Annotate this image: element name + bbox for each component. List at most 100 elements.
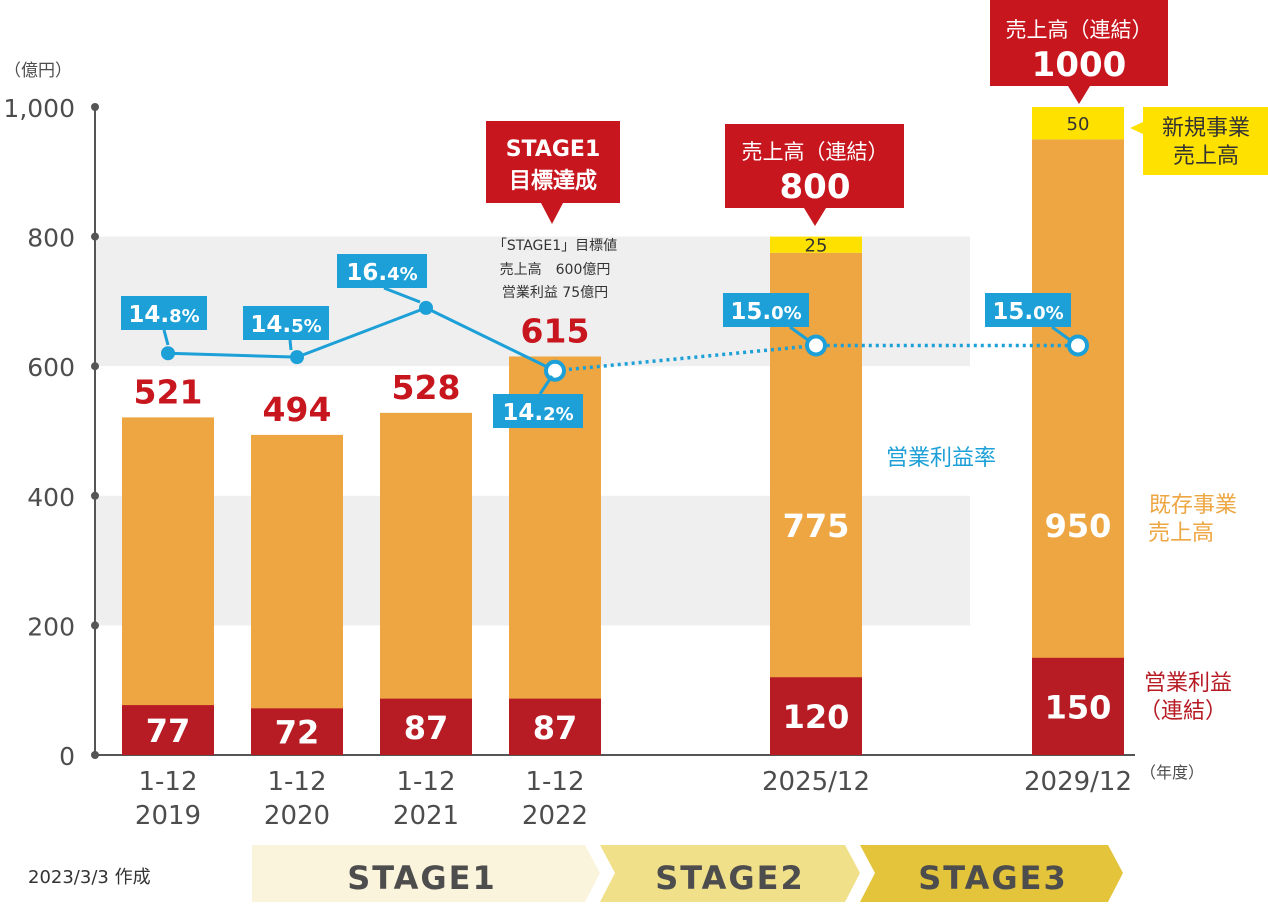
- stage1-target-line2: 売上高 600億円: [500, 261, 611, 278]
- stage1-target-line3: 営業利益 75億円: [502, 285, 608, 301]
- margin-label: 14.8%: [121, 296, 207, 330]
- margin-label-dec: 5%: [291, 316, 322, 337]
- legend-existing-label: 売上高: [1148, 521, 1214, 546]
- margin-label-pointer: [162, 329, 170, 346]
- profit-value-label: 87: [533, 709, 578, 747]
- y-tick-dot: [91, 362, 99, 371]
- margin-label-text: 14.2%: [502, 400, 573, 426]
- callout-2029-pointer: [1068, 86, 1090, 104]
- x-tick-label: 2020: [264, 801, 330, 831]
- revenue-value-label: 521: [134, 372, 203, 411]
- legend-new-business-pointer: [1130, 122, 1143, 134]
- margin-line-actual: [167, 306, 556, 373]
- legend-profit-label: （連結）: [1139, 699, 1227, 724]
- x-tick-label: 2019: [135, 801, 201, 831]
- margin-label-int: 15.: [730, 299, 771, 325]
- new-business-value-label: 50: [1067, 114, 1090, 135]
- margin-label-box: [337, 254, 427, 288]
- margin-label-text: 14.8%: [128, 302, 199, 328]
- x-tick-label: 2025/12: [762, 767, 870, 797]
- stage-arrow: [860, 845, 1123, 902]
- callout-stage1-title: STAGE1: [506, 137, 601, 162]
- bar-operating-profit: [509, 698, 601, 755]
- margin-label-int: 14.: [128, 302, 169, 328]
- legend-new-business-box: [1143, 107, 1268, 175]
- margin-label-int: 14.: [502, 400, 543, 426]
- margin-label-pointer: [383, 286, 421, 304]
- margin-label-pointer: [538, 375, 554, 395]
- bar-existing-revenue: [380, 412, 472, 755]
- margin-label-box: [121, 296, 207, 330]
- margin-label-int: 14.: [250, 312, 291, 338]
- margin-label-pointer: [1051, 325, 1071, 342]
- callout-stage1-subtitle: 目標達成: [509, 168, 597, 194]
- bar-operating-profit: [251, 708, 343, 755]
- callout-2029-title: 売上高（連結）: [1006, 18, 1153, 42]
- y-tick-label: 800: [27, 224, 75, 253]
- bar-operating-profit: [122, 705, 214, 755]
- margin-point: [290, 350, 304, 365]
- margin-label-dec: 0%: [1033, 303, 1064, 324]
- margin-label-dec: 0%: [771, 303, 802, 324]
- y-tick-label: 400: [27, 483, 75, 512]
- margin-label-text: 16.4%: [346, 260, 417, 286]
- margin-label-text: 15.0%: [730, 299, 801, 325]
- revenue-value-label: 615: [521, 311, 590, 350]
- margin-label-int: 16.: [346, 260, 387, 286]
- bar-existing-revenue: [122, 417, 214, 755]
- profit-value-label: 120: [783, 698, 850, 736]
- margin-label: 14.5%: [243, 306, 329, 340]
- x-tick-label: 2022: [522, 801, 588, 831]
- x-tick-label: 2029/12: [1024, 767, 1132, 797]
- margin-label-box: [723, 293, 809, 327]
- margin-label: 14.2%: [493, 394, 583, 428]
- callout-stage1-box: [486, 121, 620, 203]
- margin-label-box: [493, 394, 583, 428]
- margin-label-dec: 8%: [169, 306, 200, 327]
- legend-new-business-label: 売上高: [1173, 144, 1239, 169]
- margin-label: 16.4%: [337, 254, 427, 288]
- margin-label-box: [985, 293, 1071, 327]
- x-unit-label: （年度）: [1140, 763, 1204, 782]
- margin-point: [1067, 334, 1089, 357]
- callout-2029-value: 1000: [1032, 45, 1127, 85]
- x-tick-label: 1-12: [525, 767, 584, 797]
- margin-label-pointer: [789, 325, 809, 342]
- legend-new-business-label: 新規事業: [1162, 116, 1250, 141]
- y-tick-dot: [91, 103, 99, 111]
- profit-value-label: 87: [404, 709, 449, 747]
- bar-operating-profit: [380, 698, 472, 755]
- existing-value-label: 950: [1045, 507, 1112, 545]
- x-tick-label: 2021: [393, 801, 459, 831]
- margin-label-box: [243, 306, 329, 340]
- callout-stage1-pointer: [541, 203, 563, 224]
- margin-label-int: 15.: [992, 299, 1033, 325]
- margin-line-forecast: [554, 343, 1078, 373]
- stage1-target-line1: 「STAGE1」目標値: [493, 238, 617, 254]
- margin-label-dec: 2%: [543, 404, 574, 425]
- y-tick-dot: [91, 751, 99, 759]
- margin-label-dec: 4%: [387, 264, 418, 285]
- bar-new-business: [770, 236, 862, 253]
- margin-label-pointer: [288, 339, 293, 351]
- callout-2025-value: 800: [780, 167, 851, 207]
- created-note: 2023/3/3 作成: [28, 867, 151, 888]
- callout-2025-title: 売上高（連結）: [742, 140, 889, 164]
- x-tick-label: 1-12: [396, 767, 455, 797]
- bar-operating-profit: [770, 677, 862, 755]
- y-tick-dot: [91, 232, 99, 241]
- margin-point: [805, 334, 827, 357]
- margin-point: [544, 359, 566, 382]
- y-tick-dot: [91, 491, 99, 500]
- margin-label: 15.0%: [723, 293, 809, 327]
- callout-2029-box: [990, 0, 1168, 86]
- y-tick-label: 0: [59, 742, 75, 771]
- x-tick-label: 1-12: [138, 767, 197, 797]
- revenue-value-label: 528: [392, 368, 461, 407]
- stage-arrow: [252, 845, 600, 902]
- margin-label-text: 15.0%: [992, 299, 1063, 325]
- profit-value-label: 150: [1045, 688, 1112, 726]
- revenue-value-label: 494: [263, 390, 332, 429]
- legend-existing-label: 既存事業: [1149, 493, 1237, 518]
